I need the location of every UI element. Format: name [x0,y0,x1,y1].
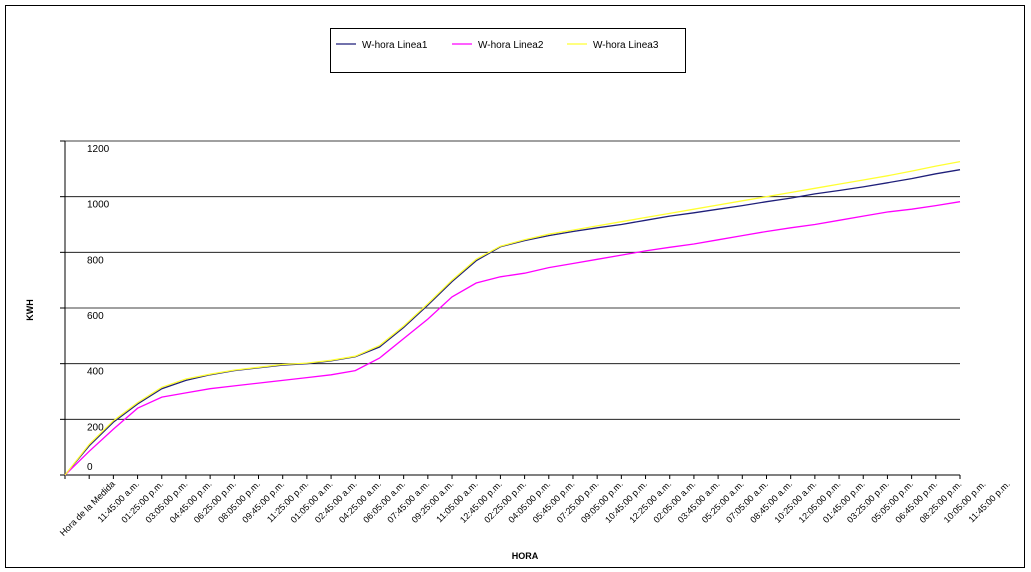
y-tick-label: 1000 [87,200,110,211]
y-tick-label: 1200 [87,144,110,155]
y-tick-label: 400 [87,367,104,378]
legend-label: W-hora Linea3 [593,40,659,51]
legend-label: W-hora Linea2 [478,40,544,51]
legend-label: W-hora Linea1 [362,40,428,51]
legend-box [330,28,686,73]
x-axis-title: HORA [512,551,539,561]
y-axis-title: KWH [25,299,35,321]
series-line [64,160,961,476]
y-tick-label: 0 [87,462,93,473]
y-tick-label: 600 [87,311,104,322]
y-tick-label: 800 [87,255,104,266]
chart-border [5,5,1025,568]
y-tick-label: 200 [87,422,104,433]
series-line [64,201,961,476]
